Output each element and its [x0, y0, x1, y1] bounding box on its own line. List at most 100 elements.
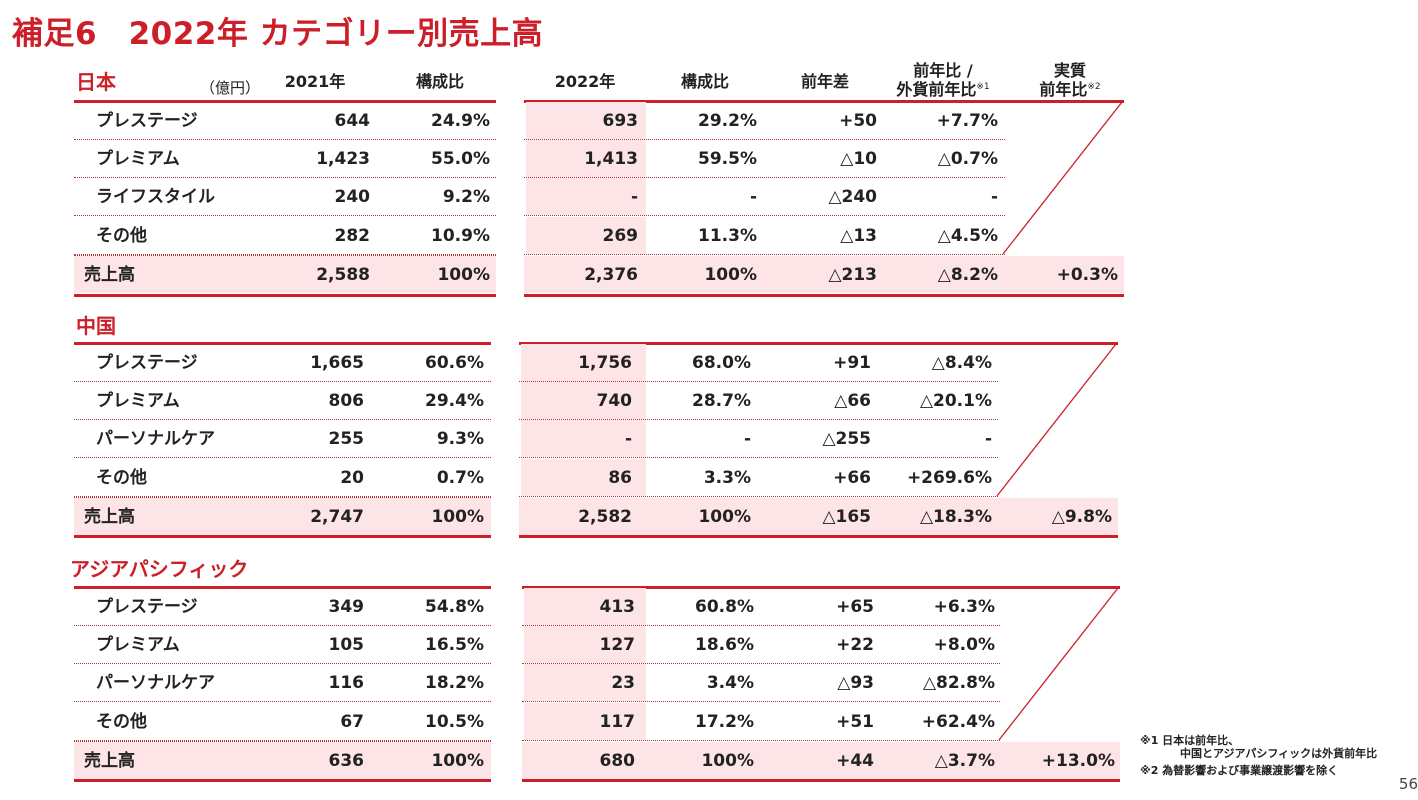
row-separator: [74, 457, 491, 458]
row-separator: [74, 496, 491, 497]
cell-s2022: 100%: [698, 507, 751, 527]
cell-s2022: 3.4%: [706, 673, 754, 693]
cell-v2021: 644: [334, 111, 371, 131]
page-title: 補足6 2022年 カテゴリー別売上高: [12, 16, 544, 52]
cell-s2021: 10.9%: [431, 226, 490, 246]
cell-yoy: △8.2%: [937, 265, 998, 285]
highlight-2022: [521, 344, 646, 381]
table-bottom-rule: [74, 779, 491, 782]
row-separator: [74, 740, 491, 741]
row-separator: [522, 625, 1000, 626]
cell-s2021: 100%: [431, 751, 484, 771]
cell-s2022: 17.2%: [695, 712, 754, 732]
cell-v2021: 2,588: [316, 265, 370, 285]
cell-real: +0.3%: [1056, 265, 1118, 285]
highlight-2022: [521, 459, 646, 496]
cell-s2022: 29.2%: [698, 111, 757, 131]
cell-s2021: 60.6%: [425, 353, 484, 373]
cell-s2022: 59.5%: [698, 149, 757, 169]
row-separator: [522, 740, 1000, 741]
cell-s2021: 100%: [431, 507, 484, 527]
header-2022: 2022年: [554, 72, 616, 91]
cell-v2021: 116: [328, 673, 365, 693]
category-label: プレミアム: [96, 635, 180, 655]
cell-diff: △13: [840, 226, 877, 246]
cell-s2021: 24.9%: [431, 111, 490, 131]
cell-yoy: +6.3%: [933, 597, 995, 617]
cell-diff: +51: [836, 712, 874, 732]
cell-real: △9.8%: [1051, 507, 1112, 527]
cell-v2022: -: [624, 429, 632, 449]
cell-v2021: 282: [334, 226, 371, 246]
total-row-bg-left: [74, 742, 491, 779]
table-bottom-rule: [74, 535, 491, 538]
cell-diff: △165: [822, 507, 871, 527]
cell-v2022: 1,413: [584, 149, 638, 169]
region-title: アジアパシフィック: [70, 557, 249, 581]
table-bottom-rule: [74, 294, 496, 297]
cell-s2022: 18.6%: [695, 635, 754, 655]
cell-yoy: -: [990, 187, 998, 207]
cell-yoy: △18.3%: [919, 507, 992, 527]
header-diff: 前年差: [800, 72, 849, 91]
cell-v2021: 105: [328, 635, 365, 655]
header-real-note: ※2: [1087, 82, 1101, 92]
row-separator: [74, 255, 496, 256]
region-title: 中国: [76, 314, 116, 338]
cell-s2021: 9.2%: [442, 187, 490, 207]
row-separator: [74, 701, 491, 702]
cell-real: +13.0%: [1041, 751, 1115, 771]
row-separator: [524, 215, 1005, 216]
cell-v2022: -: [630, 187, 638, 207]
cell-diff: +91: [833, 353, 871, 373]
total-row-bg-right: [522, 742, 1120, 779]
cell-s2021: 16.5%: [425, 635, 484, 655]
cell-s2022: -: [743, 429, 751, 449]
row-separator: [74, 497, 491, 498]
cell-diff: △93: [837, 673, 874, 693]
row-separator: [74, 419, 491, 420]
header-yoy-line1: 前年比 /: [913, 61, 973, 80]
cell-s2022: 11.3%: [698, 226, 757, 246]
cell-yoy: △0.7%: [937, 149, 998, 169]
cell-diff: △213: [828, 265, 877, 285]
row-separator: [524, 139, 1005, 140]
row-separator: [74, 663, 491, 664]
cell-yoy: +62.4%: [921, 712, 995, 732]
total-row-bg-right: [524, 256, 1124, 293]
cell-v2021: 1,423: [316, 149, 370, 169]
cell-s2022: 28.7%: [692, 391, 751, 411]
cell-s2021: 55.0%: [431, 149, 490, 169]
table-top-rule: [74, 342, 491, 345]
not-applicable-diagonal: [996, 343, 1117, 497]
header-yoy: 前年比 / 外貨前年比※1: [878, 62, 1008, 98]
cell-v2022: 413: [599, 597, 636, 617]
row-separator: [74, 381, 491, 382]
category-label: プレミアム: [96, 391, 180, 411]
footnote-1-line2: 中国とアジアパシフィックは外貨前年比: [1180, 747, 1378, 760]
highlight-2022: [526, 102, 646, 139]
cell-yoy: +269.6%: [906, 468, 992, 488]
cell-diff: +66: [833, 468, 871, 488]
category-label: プレステージ: [96, 111, 198, 131]
cell-yoy: +8.0%: [933, 635, 995, 655]
total-label: 売上高: [84, 507, 135, 527]
row-separator: [74, 741, 491, 742]
row-separator: [519, 457, 998, 458]
cell-s2021: 10.5%: [425, 712, 484, 732]
cell-v2022: 269: [602, 226, 639, 246]
cell-s2022: 60.8%: [695, 597, 754, 617]
cell-v2022: 680: [599, 751, 636, 771]
cell-yoy: +7.7%: [936, 111, 998, 131]
header-yoy-note: ※1: [976, 82, 990, 92]
cell-s2022: 100%: [701, 751, 754, 771]
category-label: ライフスタイル: [96, 187, 215, 207]
cell-v2022: 693: [602, 111, 639, 131]
cell-v2022: 117: [599, 712, 636, 732]
cell-v2022: 2,582: [578, 507, 632, 527]
cell-diff: +65: [836, 597, 874, 617]
cell-v2021: 349: [328, 597, 365, 617]
page-number: 56: [1398, 775, 1418, 793]
table-bottom-rule: [519, 535, 1118, 538]
row-separator: [74, 254, 496, 255]
